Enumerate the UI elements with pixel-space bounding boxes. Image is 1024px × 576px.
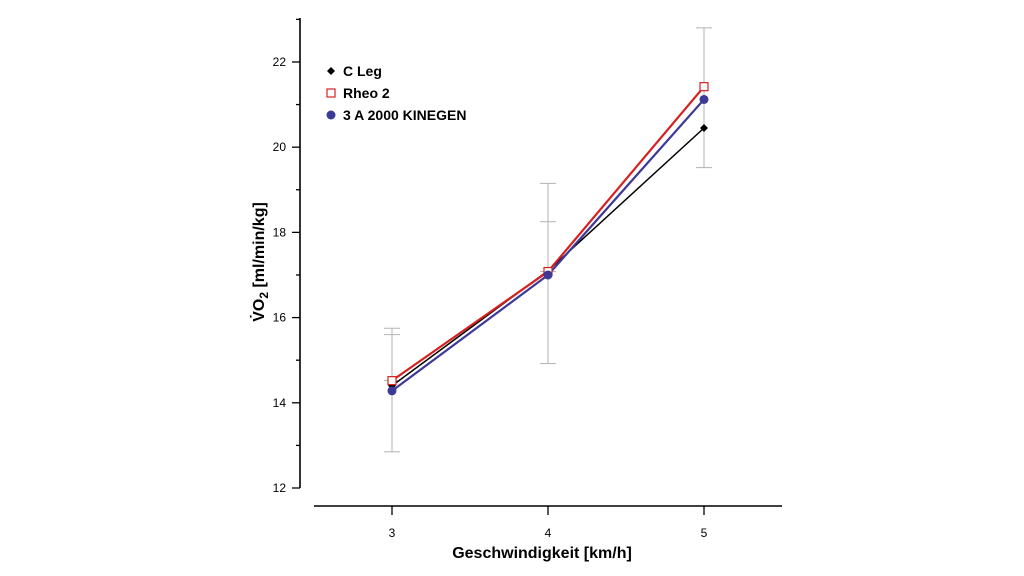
legend-marker — [326, 110, 336, 120]
legend-marker — [326, 88, 336, 98]
legend-label: C Leg — [343, 63, 382, 79]
x-tick-label: 5 — [701, 526, 708, 540]
x-axis-title: Geschwindigkeit [km/h] — [452, 545, 632, 562]
y-tick-label: 14 — [273, 396, 287, 410]
y-axis: 12 14 16 18 20 22 — [273, 18, 301, 495]
legend-label: 3 A 2000 KINEGEN — [343, 107, 466, 123]
legend-item: C Leg — [327, 63, 382, 79]
x-tick-label: 3 — [389, 526, 396, 540]
y-tick-label: 12 — [273, 481, 287, 495]
legend-item: 3 A 2000 KINEGEN — [326, 107, 466, 123]
y-tick-label: 22 — [273, 55, 287, 69]
y-tick-label: 18 — [273, 225, 287, 239]
y-tick-label: 20 — [273, 140, 287, 154]
data-point — [699, 82, 709, 92]
legend-item: Rheo 2 — [326, 85, 390, 101]
data-point — [699, 94, 709, 104]
data-point — [387, 376, 397, 386]
legend-label: Rheo 2 — [343, 85, 390, 101]
y-axis-subscript: 2 — [257, 292, 271, 299]
y-axis-title: V̇O2 [ml/min/kg] — [250, 202, 271, 322]
series-markers — [387, 82, 709, 396]
error-bar — [384, 334, 400, 382]
data-point — [700, 124, 708, 132]
y-axis-symbol: V̇O — [250, 299, 268, 322]
error-bars — [384, 27, 712, 453]
x-tick-label: 4 — [545, 526, 552, 540]
data-point — [387, 386, 397, 396]
x-axis: 3 4 5 — [314, 505, 782, 540]
x-ticks: 3 4 5 — [389, 506, 708, 540]
y-ticks: 12 14 16 18 20 22 — [273, 18, 300, 495]
legend: C Leg Rheo 2 3 A 2000 KINEGEN — [326, 63, 466, 123]
data-point — [543, 270, 553, 280]
legend-marker — [327, 67, 335, 75]
y-axis-units: [ml/min/kg] — [251, 202, 268, 292]
y-tick-label: 16 — [273, 311, 287, 325]
